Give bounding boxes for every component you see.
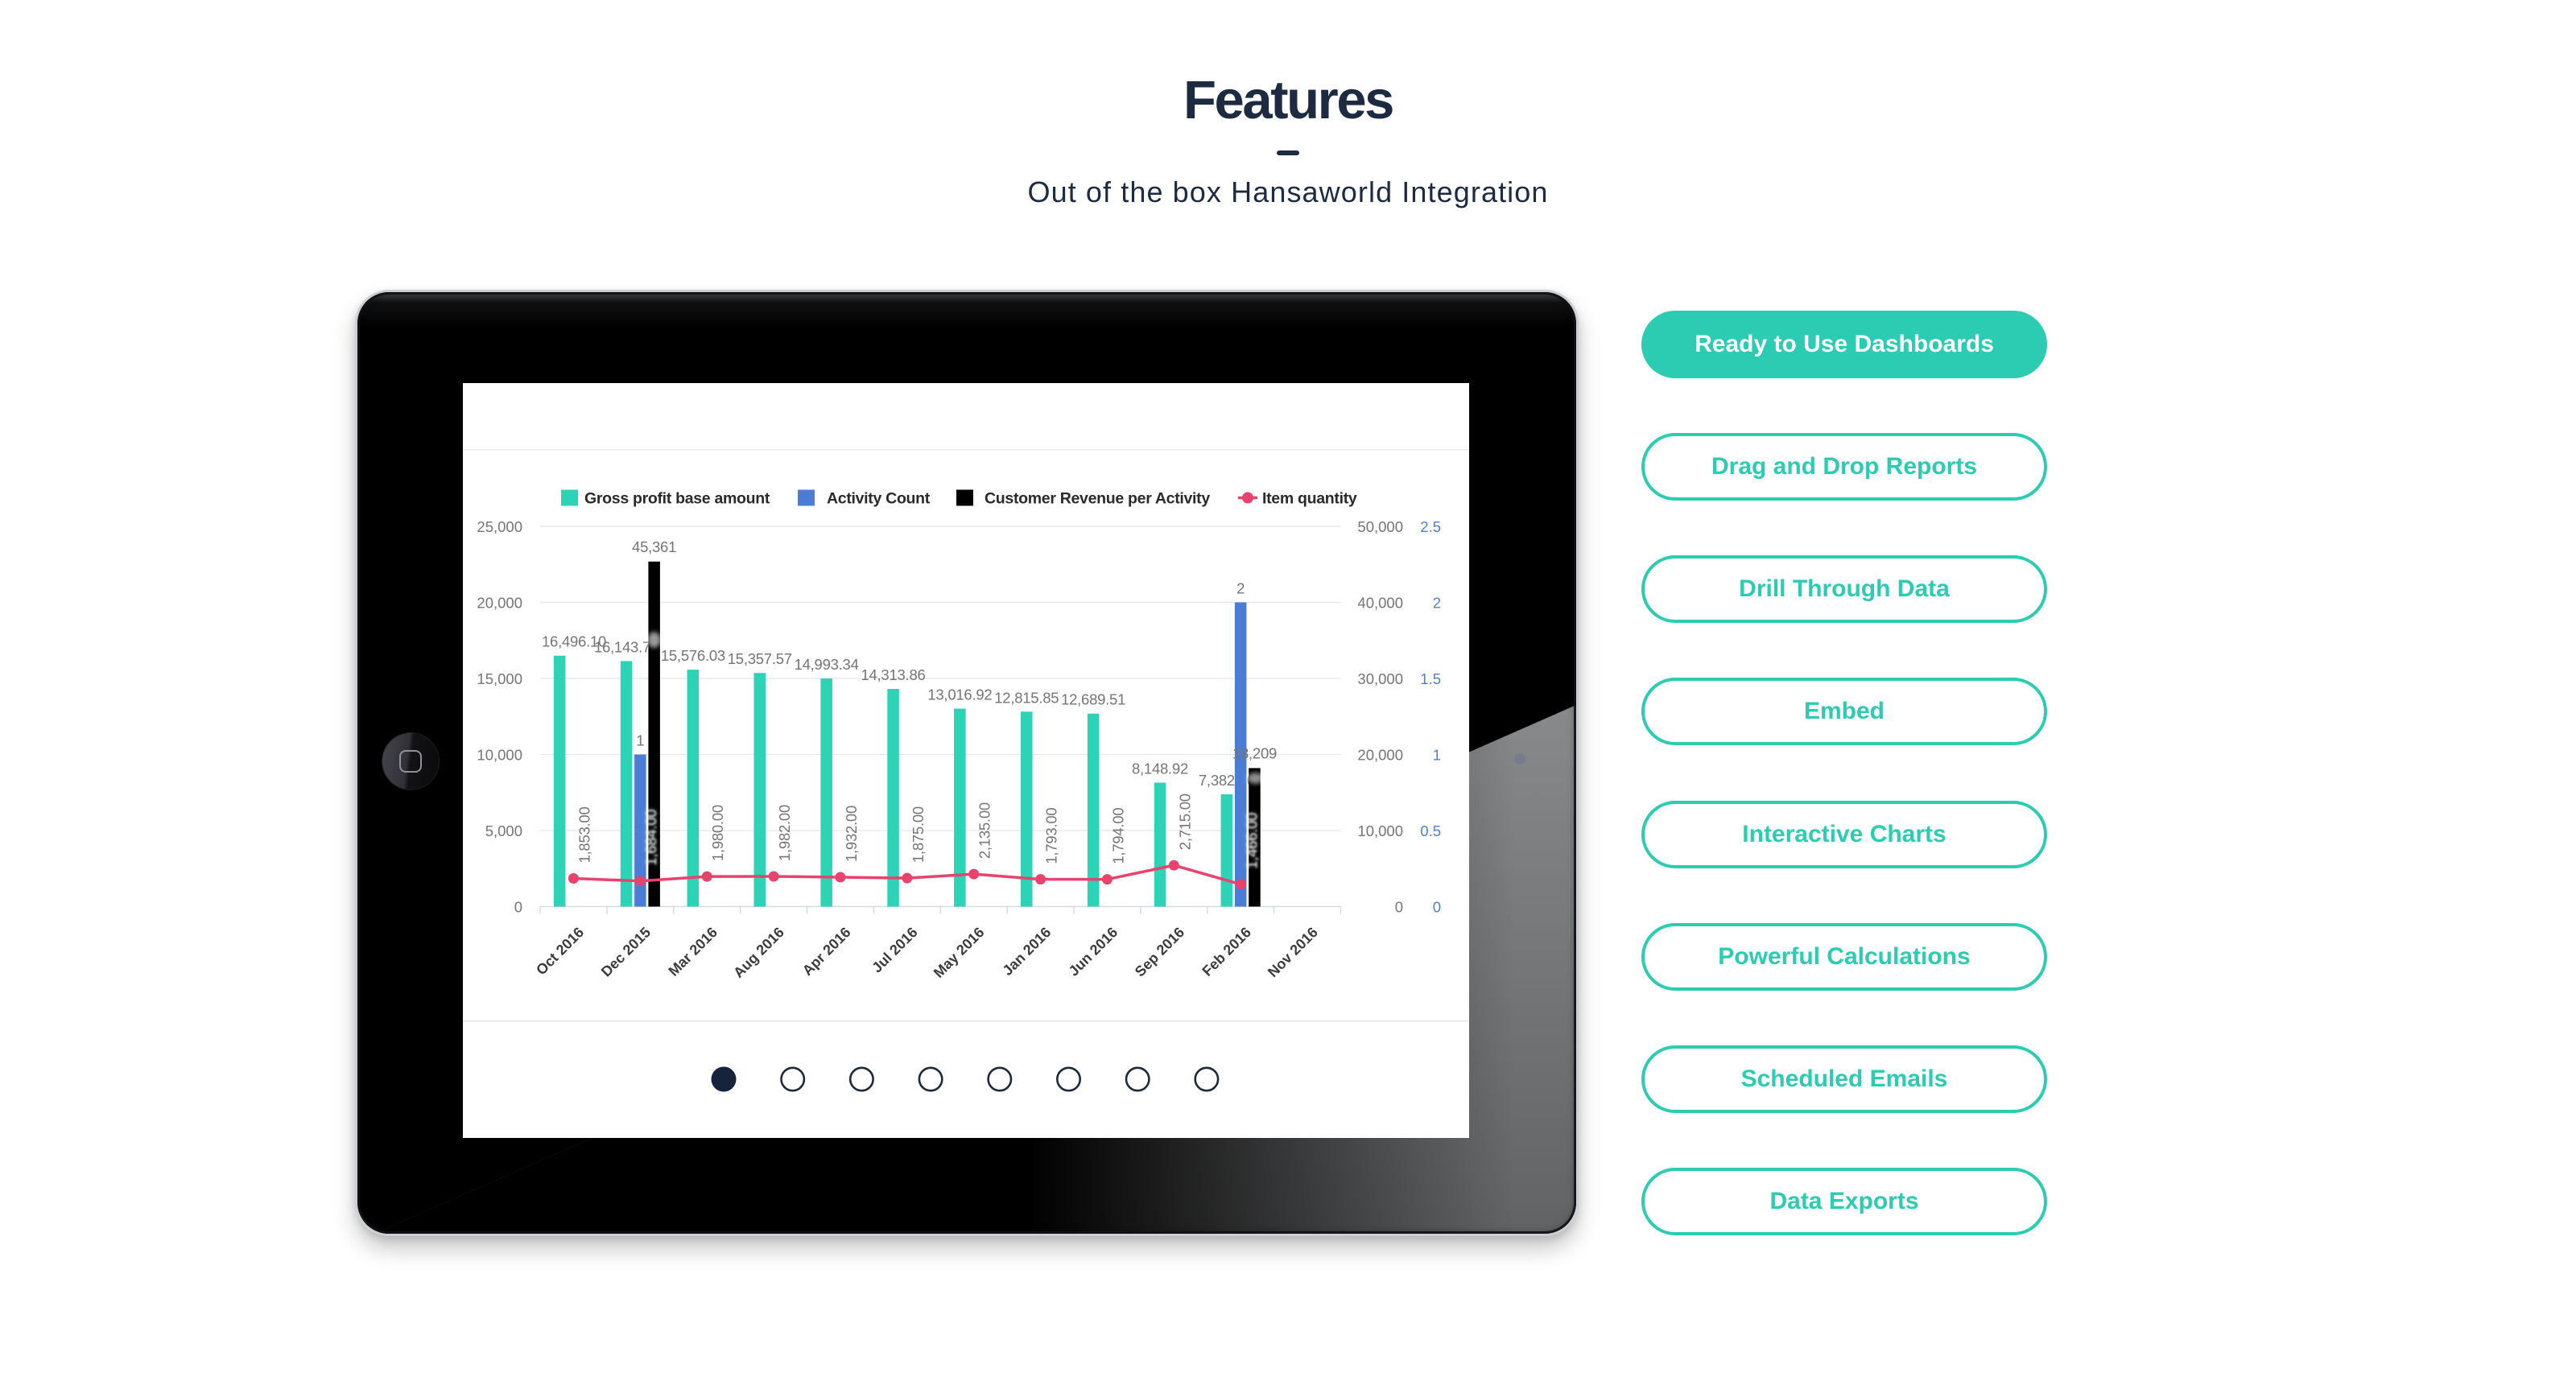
svg-text:Aug 2016: Aug 2016 (730, 924, 787, 981)
svg-text:12,815.85: 12,815.85 (994, 689, 1059, 706)
svg-text:20,000: 20,000 (1357, 747, 1403, 764)
svg-text:1: 1 (1433, 747, 1441, 764)
svg-text:16,496.10: 16,496.10 (542, 633, 606, 650)
svg-text:5,000: 5,000 (485, 822, 522, 839)
svg-text:Sep 2016: Sep 2016 (1132, 924, 1187, 979)
svg-text:Jul 2016: Jul 2016 (869, 924, 920, 975)
svg-text:1: 1 (636, 732, 644, 749)
svg-text:45,361: 45,361 (632, 538, 676, 555)
svg-text:0: 0 (1433, 899, 1441, 916)
svg-text:7,382.10: 7,382.10 (1199, 772, 1255, 789)
svg-text:0: 0 (514, 899, 522, 916)
svg-text:May 2016: May 2016 (931, 924, 988, 981)
svg-text:25,000: 25,000 (477, 518, 522, 535)
svg-text:0: 0 (1395, 899, 1403, 916)
svg-text:14,993.34: 14,993.34 (795, 656, 859, 673)
svg-text:Oct 2016: Oct 2016 (533, 924, 587, 978)
svg-text:1,932.00: 1,932.00 (843, 806, 860, 862)
svg-text:30,000: 30,000 (1357, 670, 1403, 687)
svg-text:Jan 2016: Jan 2016 (1000, 924, 1055, 979)
svg-text:1,793.00: 1,793.00 (1043, 808, 1060, 864)
svg-text:1,794.00: 1,794.00 (1109, 808, 1126, 864)
svg-text:50,000: 50,000 (1357, 518, 1403, 535)
svg-text:15,357.57: 15,357.57 (728, 650, 792, 667)
svg-text:1.5: 1.5 (1420, 670, 1441, 687)
svg-text:Gross profit base amount: Gross profit base amount (584, 490, 770, 508)
svg-text:1,875.00: 1,875.00 (910, 806, 927, 863)
svg-text:20,000: 20,000 (477, 595, 522, 612)
svg-text:Activity Count: Activity Count (827, 490, 931, 508)
svg-text:10,000: 10,000 (477, 747, 522, 764)
svg-text:Nov 2016: Nov 2016 (1265, 924, 1321, 980)
svg-text:18,209: 18,209 (1232, 744, 1277, 761)
svg-text:1,853.00: 1,853.00 (576, 806, 592, 863)
svg-text:2,715.00: 2,715.00 (1176, 794, 1193, 850)
svg-text:Jun 2016: Jun 2016 (1066, 924, 1121, 979)
svg-text:10,000: 10,000 (1357, 822, 1403, 839)
svg-text:0.5: 0.5 (1420, 822, 1441, 839)
svg-text:40,000: 40,000 (1357, 595, 1403, 612)
svg-text:1,684.00: 1,684.00 (642, 810, 659, 866)
svg-text:Apr 2016: Apr 2016 (799, 924, 854, 979)
svg-text:2.5: 2.5 (1420, 518, 1441, 535)
svg-text:Mar 2016: Mar 2016 (665, 924, 720, 979)
svg-text:14,313.86: 14,313.86 (861, 666, 925, 683)
svg-text:2: 2 (1236, 580, 1245, 597)
svg-text:Item quantity: Item quantity (1262, 490, 1357, 508)
svg-text:Customer Revenue per Activity: Customer Revenue per Activity (985, 490, 1210, 508)
svg-text:1,980.00: 1,980.00 (709, 805, 726, 861)
svg-text:2,135.00: 2,135.00 (976, 802, 993, 859)
svg-text:2: 2 (1433, 595, 1441, 612)
svg-text:12,689.51: 12,689.51 (1061, 691, 1125, 708)
svg-text:16,143.75: 16,143.75 (594, 638, 658, 655)
svg-text:1,982.00: 1,982.00 (776, 805, 793, 861)
svg-text:1,466.00: 1,466.00 (1243, 813, 1260, 869)
svg-text:1,466.00: 1,466.00 (1243, 813, 1260, 869)
svg-text:1,684.00: 1,684.00 (642, 810, 659, 866)
svg-text:15,000: 15,000 (477, 670, 522, 687)
svg-text:Dec 2015: Dec 2015 (598, 924, 654, 979)
svg-text:13,016.92: 13,016.92 (927, 686, 992, 703)
svg-text:8,148.92: 8,148.92 (1132, 761, 1188, 777)
svg-text:Feb 2016: Feb 2016 (1199, 924, 1254, 979)
svg-text:15,576.03: 15,576.03 (661, 647, 725, 664)
